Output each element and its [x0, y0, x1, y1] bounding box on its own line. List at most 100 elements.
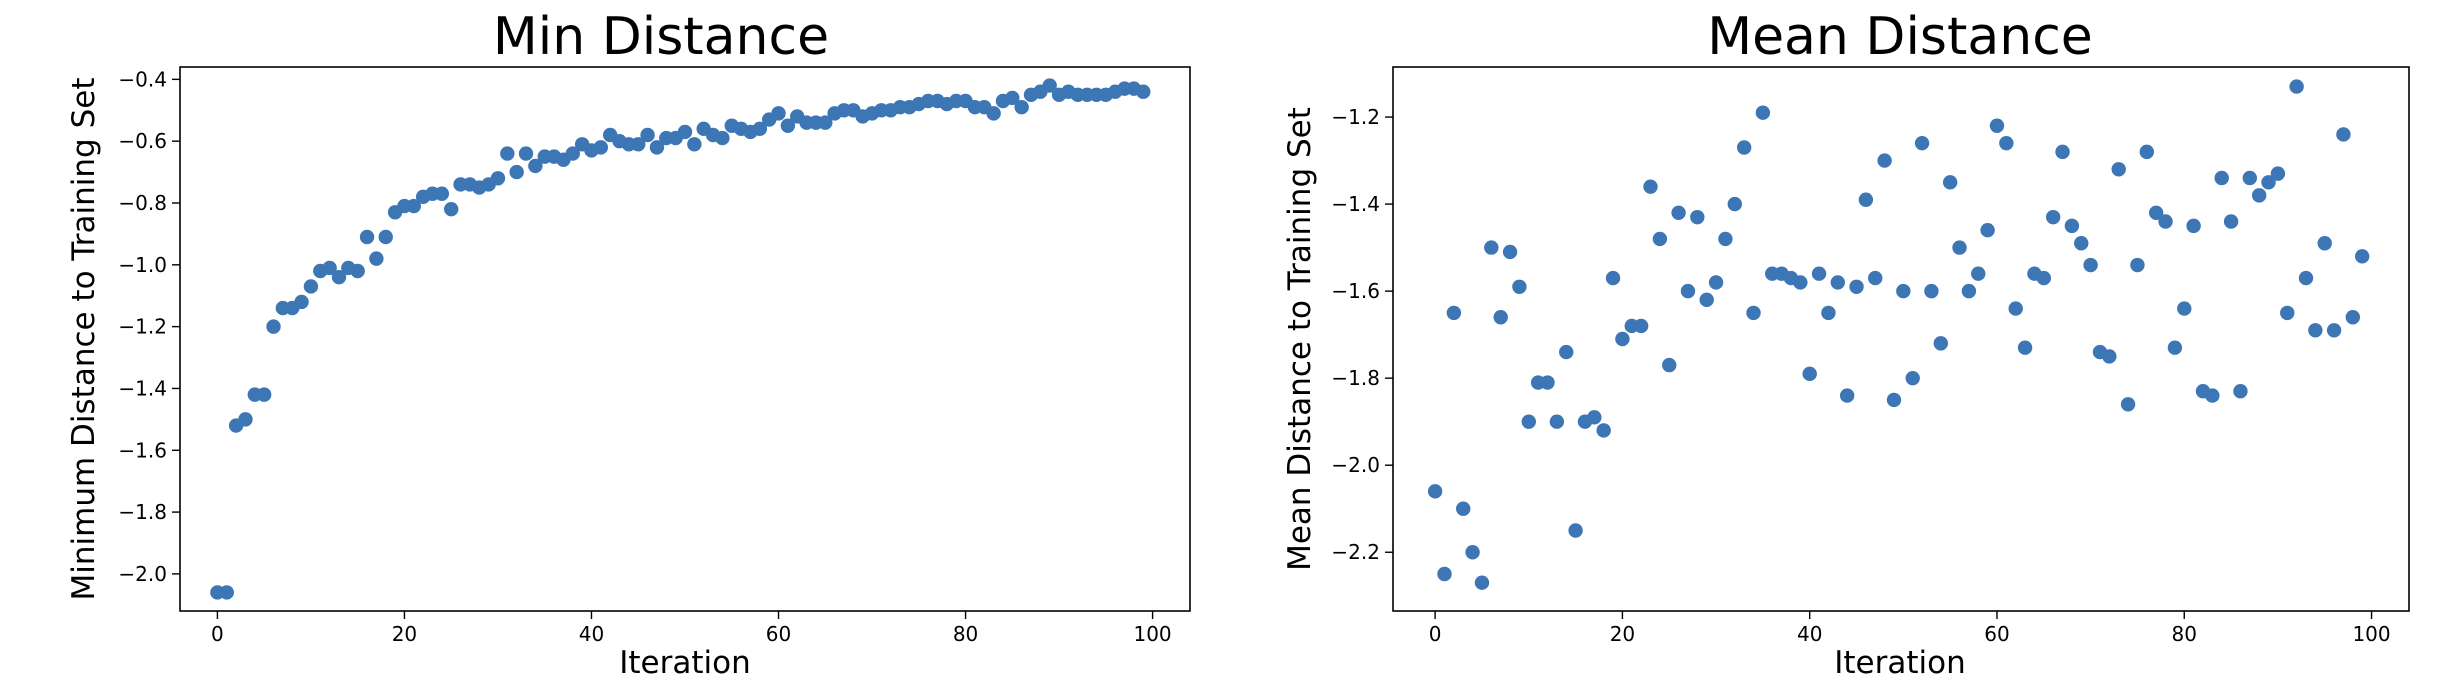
scatter-point	[359, 229, 375, 245]
scatter-point	[1755, 105, 1771, 120]
scatter-point	[1680, 283, 1696, 299]
scatter-point	[1652, 231, 1668, 247]
scatter-point	[1512, 279, 1527, 294]
y-tick-label: −2.0	[1331, 453, 1380, 477]
scatter-point	[2308, 323, 2323, 338]
scatter-point	[2177, 301, 2192, 316]
x-tick-label: 20	[392, 622, 417, 646]
x-tick-label: 100	[2352, 622, 2390, 646]
scatter-point	[1821, 305, 1836, 321]
scatter-point	[2317, 236, 2332, 251]
scatter-point	[219, 585, 234, 600]
scatter-point	[2045, 209, 2061, 225]
scatter-point	[2017, 340, 2033, 355]
scatter-point	[2214, 170, 2229, 186]
axis-ticks: 0 20 40 60 80 100 −2.2 −2.0 −1.8 −1.6 −1.4 −1.2	[1331, 105, 2390, 646]
axis-ticks: 0 20 40 60 80 100 −2.0 −1.8 −1.6 −1.4 −1.2 −1.0 −0.8…	[118, 67, 1171, 646]
scatter-point	[2233, 384, 2248, 399]
y-axis-label: Minimum Distance to Training Set	[66, 78, 102, 601]
scatter-point	[1952, 240, 1967, 255]
scatter-point	[1961, 283, 1977, 299]
scatter-point	[2130, 257, 2145, 273]
mean-distance-chart: Mean Distance 0 20 40 60 80 100 −2.2 −2.0 −1.8 −1…	[1282, 7, 2410, 681]
scatter-point	[1465, 545, 1480, 560]
scatter-point	[1858, 192, 1874, 207]
y-tick-label: −0.6	[118, 129, 167, 153]
scatter-point	[2205, 388, 2220, 403]
scatter-point	[1596, 423, 1611, 438]
x-axis-label: Iteration	[1834, 645, 1966, 681]
scatter-point	[593, 140, 609, 155]
scatter-point	[1942, 175, 1958, 190]
scatter-point	[1521, 414, 1536, 429]
scatter-point	[2102, 349, 2117, 364]
scatter-point	[1671, 205, 1686, 220]
scatter-point	[1802, 366, 1817, 382]
scatter-point	[1839, 388, 1855, 403]
scatter-point	[715, 130, 730, 146]
scatter-point	[2354, 249, 2370, 264]
y-tick-label: −1.6	[118, 438, 167, 462]
x-tick-label: 40	[1797, 622, 1822, 646]
scatter-point	[1877, 153, 1892, 168]
scatter-point	[444, 201, 459, 217]
x-tick-label: 20	[1610, 622, 1635, 646]
scatter-point	[528, 158, 543, 174]
scatter-point	[322, 260, 337, 276]
scatter-point	[1905, 370, 1920, 386]
scatter-point	[1568, 523, 1583, 538]
scatter-point	[2055, 144, 2070, 160]
y-tick-label: −1.0	[118, 253, 167, 277]
scatter-point	[640, 127, 655, 143]
scatter-point	[1456, 501, 1471, 516]
scatter-point	[490, 171, 506, 186]
scatter-point	[2111, 162, 2126, 177]
scatter-point	[2036, 270, 2052, 286]
y-tick-label: −1.8	[1331, 366, 1380, 390]
scatter-point	[1811, 266, 1827, 281]
scatter-point	[1005, 90, 1020, 106]
chart-title: Min Distance	[493, 7, 829, 67]
x-tick-label: 40	[579, 622, 604, 646]
scatter-point	[266, 319, 281, 334]
x-tick-label: 0	[211, 622, 224, 646]
data-points	[210, 78, 1151, 600]
scatter-point	[1914, 135, 1930, 151]
scatter-point	[1540, 375, 1555, 390]
scatter-point	[1933, 336, 1948, 351]
y-tick-label: −1.4	[118, 376, 167, 400]
y-tick-label: −1.8	[118, 500, 167, 524]
scatter-point	[1924, 283, 1939, 299]
x-tick-label: 80	[953, 622, 978, 646]
scatter-point	[1896, 283, 1911, 299]
scatter-point	[1736, 140, 1752, 155]
scatter-point	[2326, 323, 2342, 338]
scatter-point	[2280, 305, 2295, 321]
y-tick-label: −2.2	[1331, 540, 1380, 564]
scatter-point	[1793, 275, 1808, 290]
scatter-point	[2345, 310, 2361, 325]
scatter-point	[350, 263, 365, 279]
scatter-point	[986, 106, 1001, 121]
x-tick-label: 60	[766, 622, 791, 646]
scatter-point	[331, 269, 347, 285]
scatter-point	[378, 229, 393, 245]
chart-title: Mean Distance	[1707, 7, 2093, 67]
scatter-point	[1042, 78, 1057, 93]
scatter-point	[1699, 292, 1714, 308]
scatter-point	[2336, 127, 2351, 142]
scatter-point	[294, 294, 309, 310]
scatter-point	[1980, 223, 1995, 238]
scatter-point	[649, 140, 665, 155]
scatter-point	[565, 146, 580, 161]
scatter-point	[1868, 270, 1883, 286]
scatter-point	[1484, 240, 1499, 255]
scatter-point	[2158, 214, 2173, 229]
scatter-point	[1474, 575, 1490, 590]
scatter-point	[1971, 266, 1986, 281]
scatter-point	[1427, 484, 1443, 499]
scatter-point	[1830, 275, 1845, 290]
scatter-point	[369, 251, 384, 266]
scatter-point	[677, 124, 693, 140]
x-tick-label: 60	[1984, 622, 2009, 646]
